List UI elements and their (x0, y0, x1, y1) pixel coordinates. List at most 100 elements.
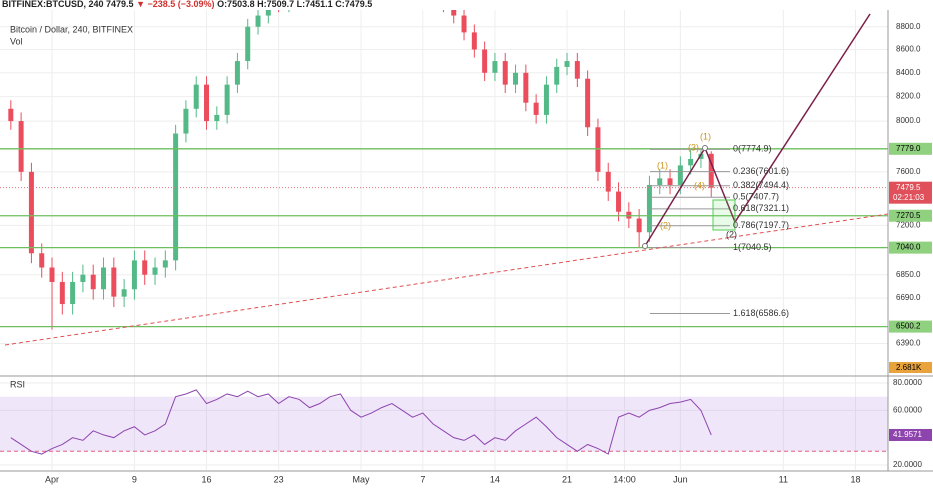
candle-body (636, 218, 642, 233)
candle-body (461, 15, 467, 33)
countdown: 02:21:03 (893, 193, 925, 202)
candle-body (441, 0, 446, 4)
x-tick-label: Apr (45, 474, 59, 484)
open: O:7503.8 (217, 0, 255, 9)
pattern-line (644, 13, 871, 247)
wave-label: (4) (694, 180, 705, 190)
candle-body (482, 49, 488, 73)
candle-body (595, 127, 601, 172)
y-tick-label: 8800.0 (896, 22, 921, 31)
candle-body (657, 178, 663, 185)
candle-body (708, 153, 714, 188)
candle-body (131, 260, 137, 290)
y-tick-label: 6390.0 (896, 339, 921, 348)
candle-body (245, 26, 251, 62)
fib-label: 0.5(7407.7) (733, 192, 779, 202)
header: BITFINEX:BTCUSD, 240 7479.5 ▼ −238.5 (−3… (2, 0, 372, 9)
level-label: 7779.0 (896, 144, 921, 153)
target-box (712, 199, 736, 231)
candle-body (605, 171, 611, 192)
rsi-tick-label: 80.0000 (893, 378, 922, 387)
fib-label: 1(7040.5) (733, 242, 772, 252)
level-box (889, 142, 932, 155)
volume-label: 2.681K (896, 363, 922, 372)
x-tick-label: 9 (132, 474, 137, 484)
wave-label: (2) (726, 229, 737, 239)
candle-body (121, 289, 127, 297)
fib-label: 0.786(7197.7) (733, 220, 789, 230)
drawings (4, 13, 888, 346)
volume-title: Vol (10, 36, 23, 46)
grid (0, 10, 888, 470)
y-tick-label: 8200.0 (896, 92, 921, 101)
candle-body (616, 191, 622, 212)
level-box (889, 209, 932, 222)
y-tick-label: 8600.0 (896, 45, 921, 54)
change: ▼ −238.5 (−3.09%) (136, 0, 215, 9)
candle-body (152, 267, 158, 275)
candle-body (255, 15, 261, 27)
candle-body (523, 72, 529, 103)
candle-body (162, 260, 168, 268)
candle-body (80, 274, 86, 282)
candle-body (70, 281, 76, 305)
rsi-pane (0, 389, 888, 455)
candle-body (667, 178, 673, 185)
y-tick-label: 6690.0 (896, 293, 921, 302)
candle-body (39, 253, 45, 268)
close: C:7479.5 (335, 0, 373, 9)
rsi-title: RSI (10, 379, 25, 389)
candle-body (28, 171, 34, 254)
y-tick-label: 7200.0 (896, 220, 921, 229)
wave-label: (3) (688, 142, 699, 152)
pivot (642, 243, 648, 249)
low: L:7451.1 (296, 0, 333, 9)
candle-body (49, 267, 55, 282)
candle-body (574, 61, 580, 79)
candle-body (234, 61, 240, 85)
candle-body (59, 281, 65, 305)
symbol: BITFINEX:BTCUSD, 240 (2, 0, 104, 9)
level-box (889, 320, 932, 333)
x-tick-label: 14 (490, 474, 500, 484)
volume-label-box (889, 362, 932, 373)
wave-labels: (1) (3) (1) (4) (2) (2) (657, 131, 737, 239)
y-tick-label: 8400.0 (896, 68, 921, 77)
x-tick-label: 14:00 (613, 474, 636, 484)
candle-body (513, 72, 519, 85)
candle-body (101, 267, 107, 290)
rsi-value-label: 41.9571 (893, 430, 922, 439)
rsi-value-box (889, 428, 932, 441)
price-pane (0, 0, 888, 330)
x-tick-label: 23 (274, 474, 284, 484)
fib-label: 0.382(7494.4) (733, 180, 789, 190)
wave-label: (1) (700, 131, 711, 141)
wave-label: (2) (660, 220, 671, 230)
candle-body (265, 10, 271, 16)
last: 7479.5 (106, 0, 134, 9)
candle-body (224, 84, 230, 115)
candle-body (142, 260, 148, 275)
x-tick-label: 21 (562, 474, 572, 484)
y-tick-label: 6850.0 (896, 270, 921, 279)
candle-body (173, 133, 179, 261)
candle-body (554, 66, 560, 85)
level-label: 6500.2 (896, 322, 921, 331)
candle-body (698, 153, 704, 159)
last-price-label: 7479.5 (896, 183, 921, 192)
x-tick-label: 18 (850, 474, 860, 484)
x-tick-label: 7 (420, 474, 425, 484)
level-label: 7040.0 (896, 243, 921, 252)
pivot (702, 145, 708, 151)
fib-label: 0(7774.9) (733, 144, 772, 154)
candle-body (564, 61, 570, 67)
y-tick-label: 8000.0 (896, 116, 921, 125)
candle-body (471, 32, 477, 50)
level-box (889, 241, 932, 254)
candle-body (677, 165, 683, 185)
candle-body (451, 10, 457, 16)
candle-body (492, 61, 498, 73)
candle-body (204, 84, 210, 122)
x-tick-label: May (353, 474, 371, 484)
